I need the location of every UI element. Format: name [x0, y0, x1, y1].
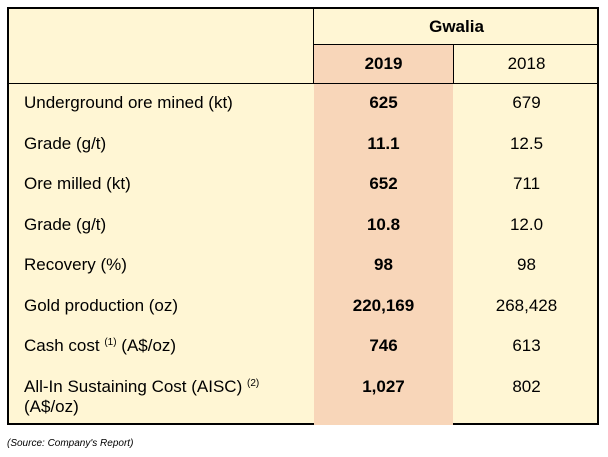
row-value-2018: 711 — [512, 174, 541, 193]
row-label-cash-cost: Cash cost (1) (A$/oz) — [24, 336, 309, 356]
row-value-2018: 98 — [517, 255, 536, 274]
row-value-2019: 10.8 — [366, 215, 401, 234]
row-value-2019: 746 — [369, 336, 398, 355]
highlight-column-2019 — [314, 45, 453, 425]
row-value-2018: 802 — [512, 377, 541, 396]
row-value-2019: 1,027 — [362, 377, 405, 396]
header-divider-left — [313, 9, 314, 83]
gwalia-production-table: Gwalia 2019 2018 Underground ore mined (… — [7, 7, 599, 425]
row-value-2019: 98 — [374, 255, 393, 274]
row-label-recovery: Recovery (%) — [24, 255, 127, 274]
column-header-2019: 2019 — [364, 54, 403, 73]
group-header-gwalia: Gwalia — [429, 17, 484, 36]
row-value-2019: 220,169 — [352, 296, 415, 315]
row-value-2018: 12.0 — [509, 215, 544, 234]
label-unit: (A$/oz) — [24, 397, 79, 416]
group-header-underline — [313, 44, 599, 45]
label-main: Cash cost — [24, 336, 100, 355]
row-value-2019: 625 — [369, 93, 398, 112]
row-value-2019: 652 — [369, 174, 398, 193]
row-value-2018: 268,428 — [495, 296, 558, 315]
row-value-2018: 613 — [512, 336, 541, 355]
row-value-2019: 11.1 — [367, 134, 400, 153]
row-value-2018: 679 — [512, 93, 541, 112]
label-unit: (A$/oz) — [121, 336, 177, 355]
row-label-ore-milled: Ore milled (kt) — [24, 174, 131, 193]
row-label-grade-milled: Grade (g/t) — [24, 215, 107, 234]
row-label-underground-ore-mined: Underground ore mined (kt) — [24, 93, 233, 112]
header-divider-mid — [453, 45, 454, 83]
row-label-aisc: All-In Sustaining Cost (AISC) (2) (A$/oz) — [24, 377, 314, 417]
row-label-grade-mined: Grade (g/t) — [24, 134, 107, 153]
source-note: (Source: Company's Report) — [7, 438, 134, 449]
row-label-gold-production: Gold production (oz) — [24, 296, 179, 315]
label-main: All-In Sustaining Cost (AISC) — [24, 377, 243, 396]
footnote-marker: (1) — [104, 337, 117, 348]
row-value-2018: 12.5 — [509, 134, 544, 153]
header-underline — [9, 83, 599, 84]
column-header-2018: 2018 — [507, 54, 546, 73]
footnote-marker: (2) — [246, 378, 260, 389]
